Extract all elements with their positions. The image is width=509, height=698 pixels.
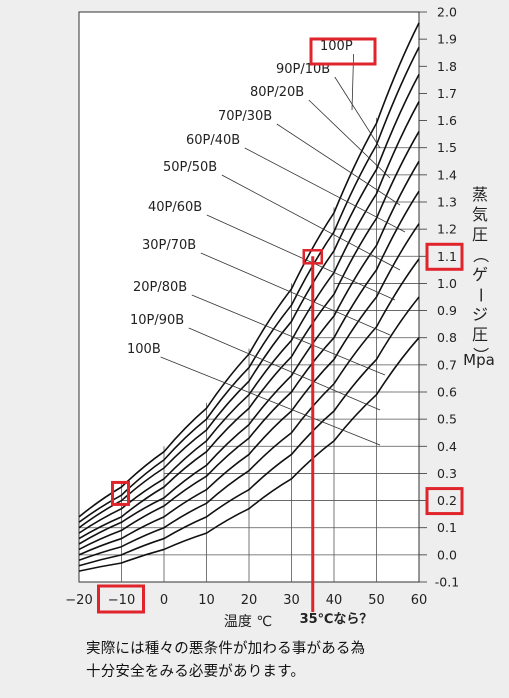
y-tick-label: 0.6 — [437, 385, 457, 400]
series-label-5: 50P/50B — [163, 160, 217, 175]
marker-label: 35℃なら？ — [300, 612, 373, 627]
series-leader-10 — [160, 356, 381, 446]
series-curve-5 — [78, 160, 420, 545]
x-tick-label: 60 — [411, 593, 428, 608]
y-tick-label: 0.5 — [437, 412, 457, 427]
y-tick-label: 1.9 — [437, 32, 457, 47]
y-axis-unit: Mpa — [463, 351, 495, 369]
series-label-10: 100B — [127, 342, 161, 357]
y-axis-label-char: ー — [471, 287, 490, 303]
x-tick-label: 30 — [283, 593, 300, 608]
series-leader-4 — [244, 147, 406, 233]
series-label-0: 100P — [320, 39, 353, 54]
series-label-3: 70P/30B — [218, 109, 272, 124]
series-curve-4 — [78, 131, 420, 540]
series-label-7: 30P/70B — [142, 238, 196, 253]
y-tick-label: 0.2 — [437, 493, 457, 508]
series-label-1: 90P/10B — [276, 62, 330, 77]
x-tick-label: −20 — [65, 593, 92, 608]
series-curve-9 — [78, 296, 420, 567]
series-leader-8 — [191, 294, 386, 376]
boxed-series-label — [309, 37, 377, 66]
y-tick-label: 1.8 — [437, 59, 457, 74]
y-tick-label: 0.3 — [437, 466, 457, 481]
y-axis-label-char: ジ — [472, 305, 488, 324]
x-tick-label: 40 — [326, 593, 343, 608]
note-line-1: 実際には種々の悪条件が加わる事がある為 — [86, 641, 366, 657]
y-tick-label: 0.4 — [437, 439, 457, 454]
y-axis-label-char: （ — [471, 247, 490, 263]
x-tick-label: −10 — [108, 593, 135, 608]
series-curve-0 — [78, 22, 420, 518]
series-label-8: 20P/80B — [133, 280, 187, 295]
y-axis-label-char: 圧 — [472, 325, 488, 344]
x-tick-label: 50 — [368, 593, 385, 608]
y-tick-label: 0.7 — [437, 357, 457, 372]
y-tick-label: 0.1 — [437, 520, 457, 535]
y-tick-label: 1.6 — [437, 113, 457, 128]
series-label-4: 60P/40B — [186, 133, 240, 148]
series-curve-6 — [78, 190, 420, 551]
y-tick-label: 1.5 — [437, 140, 457, 155]
x-tick-label: 0 — [160, 593, 168, 608]
note-line-2: 十分安全をみる必要があります。 — [86, 664, 306, 680]
highlight-point-box — [302, 249, 323, 265]
series-label-9: 10P/90B — [130, 313, 184, 328]
series-curve-3 — [78, 101, 420, 534]
y-tick-label: 1.1 — [437, 249, 457, 264]
x-tick-label: 20 — [241, 593, 258, 608]
series-label-2: 80P/20B — [250, 85, 304, 100]
y-axis-label-char: ゲ — [472, 265, 488, 284]
y-tick-label: 1.4 — [437, 167, 457, 182]
series-leader-9 — [188, 327, 381, 411]
y-axis-label-char: 圧 — [472, 225, 488, 244]
y-axis-label-char: 蒸 — [472, 185, 488, 204]
boxed-point — [111, 480, 130, 506]
y-tick-label: 0.9 — [437, 303, 457, 318]
y-tick-label: -0.1 — [435, 575, 459, 590]
y-axis-label-char: ） — [471, 347, 490, 363]
y-tick-label: 2.0 — [437, 5, 457, 20]
y-tick-label: 1.0 — [437, 276, 457, 291]
y-axis-label-char: 気 — [472, 205, 488, 224]
series-curve-10 — [78, 337, 420, 572]
series-leader-1 — [334, 76, 381, 149]
boxed-x-tick — [97, 584, 145, 614]
series-leader-2 — [308, 99, 391, 179]
x-axis-label: 温度 ℃ — [224, 614, 272, 630]
series-curve-7 — [78, 223, 420, 556]
series-curve-2 — [78, 74, 420, 529]
series-leader-5 — [221, 174, 401, 271]
series-curve-8 — [78, 258, 420, 562]
boxed-y-tick-0 — [425, 242, 464, 271]
x-tick-label: 10 — [198, 593, 215, 608]
series-leader-7 — [200, 252, 391, 336]
y-tick-label: 1.2 — [437, 222, 457, 237]
y-tick-label: 1.3 — [437, 195, 457, 210]
series-label-6: 40P/60B — [148, 200, 202, 215]
y-tick-label: 0.8 — [437, 330, 457, 345]
boxed-y-tick-1 — [425, 487, 464, 516]
series-curve-1 — [78, 46, 420, 523]
y-tick-label: 1.7 — [437, 86, 457, 101]
y-tick-label: 0.0 — [437, 547, 457, 562]
series-leader-6 — [206, 214, 396, 301]
series-leader-3 — [276, 123, 401, 206]
